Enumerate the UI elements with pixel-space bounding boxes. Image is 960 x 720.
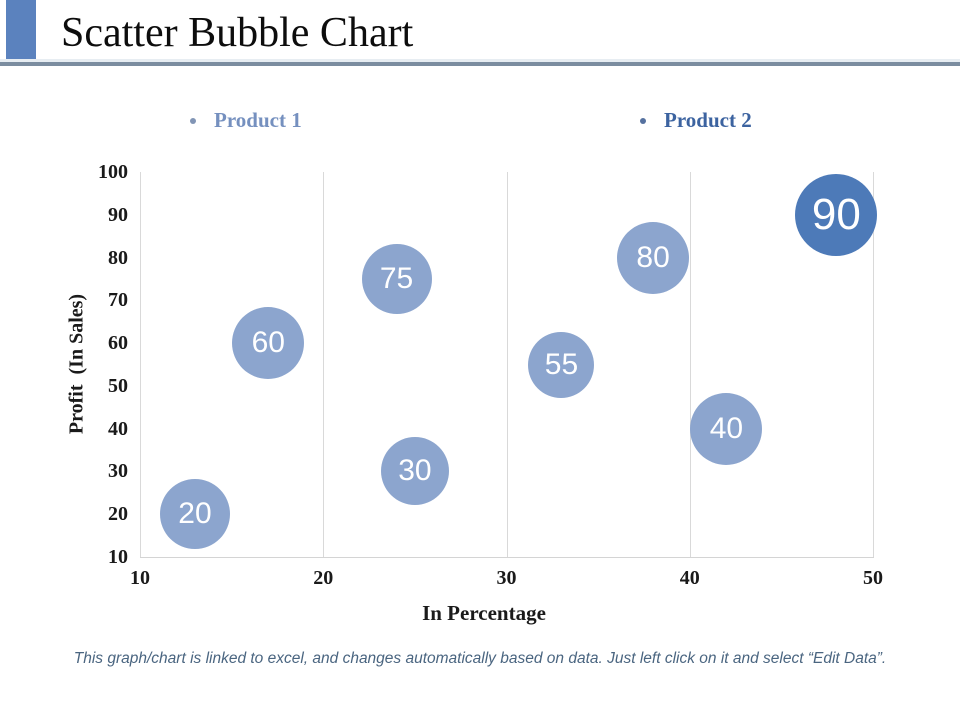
bubble-product-1-80[interactable]: 80: [617, 221, 690, 294]
chart-legend: Product 1 Product 2: [0, 104, 960, 134]
gridline-x-30: [506, 172, 508, 557]
bubble-product-1-60[interactable]: 60: [232, 307, 305, 380]
legend-item-product-1[interactable]: Product 1: [190, 108, 302, 133]
legend-bullet-icon: [640, 117, 646, 124]
y-tick-label-30: 30: [108, 460, 128, 483]
y-tick-label-100: 100: [98, 161, 128, 183]
title-underline: [0, 62, 960, 66]
header-accent-bar: [6, 0, 36, 63]
gridline-x-10: [140, 172, 141, 557]
legend-item-product-2[interactable]: Product 2: [640, 108, 752, 133]
x-axis-line: [140, 557, 874, 558]
bubble-product-1-75[interactable]: 75: [361, 243, 432, 314]
legend-label: Product 2: [664, 108, 752, 132]
y-tick-label-60: 60: [108, 332, 128, 355]
title-underline-highlight: [0, 59, 960, 62]
y-tick-label-90: 90: [108, 203, 128, 226]
gridline-x-40: [689, 172, 691, 557]
bubble-product-2-90[interactable]: 90: [795, 173, 878, 256]
x-tick-label-40: 40: [679, 567, 700, 589]
bubble-product-1-30[interactable]: 30: [380, 437, 449, 506]
gridline-x-50: [873, 172, 874, 557]
footer-note: This graph/chart is linked to excel, and…: [73, 650, 887, 667]
y-axis-title: Profit (In Sales): [65, 293, 88, 435]
x-tick-label-50: 50: [863, 567, 883, 589]
page-title: Scatter Bubble Chart: [61, 10, 414, 56]
y-tick-label-80: 80: [108, 246, 128, 269]
y-tick-label-10: 10: [108, 546, 128, 568]
bubble-product-1-55[interactable]: 55: [528, 331, 595, 398]
x-tick-label-30: 30: [496, 567, 517, 589]
bubble-product-1-40[interactable]: 40: [690, 392, 763, 465]
y-tick-label-20: 20: [108, 503, 128, 526]
legend-label: Product 1: [214, 108, 302, 132]
x-tick-label-10: 10: [130, 567, 150, 589]
gridline-x-20: [323, 172, 325, 557]
y-tick-label-40: 40: [108, 417, 128, 440]
legend-bullet-icon: [190, 117, 196, 124]
chart-plot-area[interactable]: 20 60 75 30 55 80 40 90: [140, 172, 878, 558]
bubble-product-1-20[interactable]: 20: [159, 479, 230, 550]
y-tick-label-50: 50: [108, 374, 128, 397]
x-axis-title: In Percentage: [422, 601, 546, 625]
y-tick-label-70: 70: [108, 289, 128, 312]
x-tick-label-20: 20: [313, 567, 334, 589]
